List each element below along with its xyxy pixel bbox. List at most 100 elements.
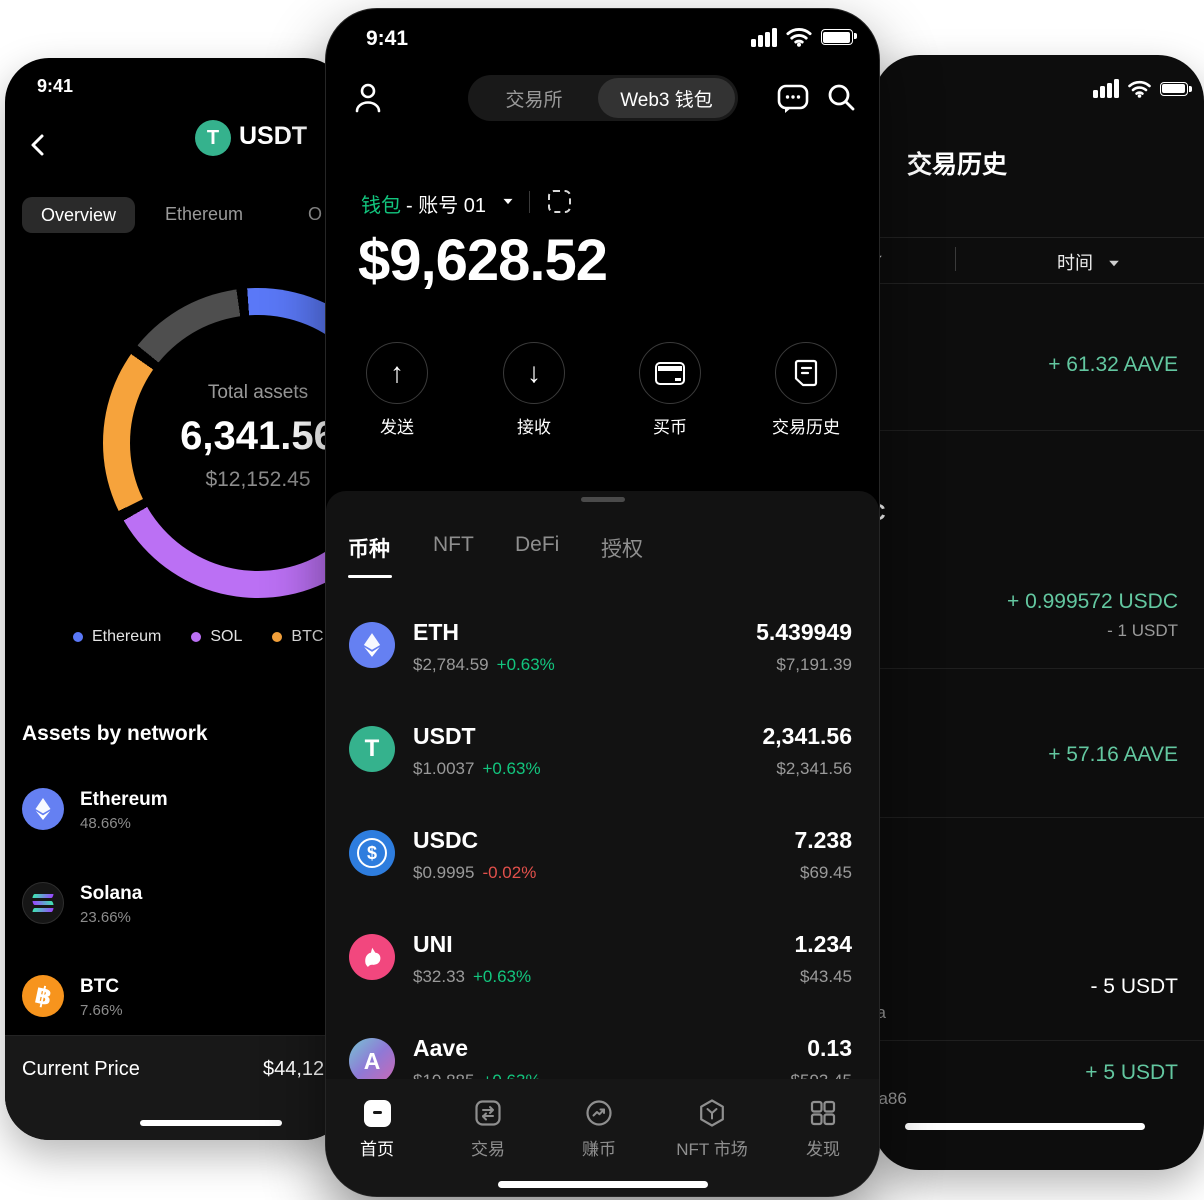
token-amount: 2,341.56 (762, 723, 852, 749)
token-value: $69.45 (800, 863, 852, 882)
nav-label: 发现 (806, 1140, 840, 1159)
tab-nft[interactable]: NFT (433, 533, 474, 556)
wifi-icon (785, 27, 812, 47)
tab-approvals[interactable]: 授权 (601, 538, 643, 561)
search-button[interactable] (825, 81, 857, 113)
token-row-eth[interactable]: ETH $2,784.59 +0.63% 5.439949 $7,191.39 (326, 609, 879, 713)
tab-coins[interactable]: 币种 (348, 538, 390, 561)
profile-button[interactable] (352, 81, 384, 115)
network-percent: 7.66% (80, 1002, 123, 1019)
signal-icon (751, 27, 777, 47)
token-change: -0.02% (482, 863, 537, 882)
divider (873, 817, 1204, 818)
current-price-value: $44,12 (263, 1058, 325, 1080)
current-price-label: Current Price (22, 1058, 140, 1080)
token-change: +0.63% (496, 655, 555, 674)
aave-icon: A (349, 1038, 395, 1084)
asset-allocation-donut-chart: Total assets 6,341.56 $12,152.45 (103, 288, 348, 598)
network-row-ethereum[interactable]: Ethereum 48.66% (22, 788, 322, 834)
token-amount: 1.234 (794, 931, 852, 957)
tab-defi[interactable]: DeFi (515, 533, 560, 556)
token-amount: 0.13 (807, 1035, 852, 1061)
token-symbol: Aave (413, 1035, 468, 1061)
home-icon (363, 1099, 391, 1127)
back-button[interactable] (27, 132, 51, 158)
active-tab-underline (348, 575, 392, 578)
nav-label: 交易 (471, 1140, 505, 1159)
chat-icon (776, 83, 810, 115)
user-icon (352, 81, 384, 115)
segmented-control: 交易所 Web3 钱包 (468, 75, 738, 121)
bitcoin-icon: ฿ (22, 975, 64, 1017)
token-value: $7,191.39 (776, 655, 852, 674)
usd-coin-icon: $ (349, 830, 395, 876)
nav-label: NFT 市场 (676, 1140, 748, 1159)
phone-right-transaction-history: 交易历史 时间 0 + 61.32 AAVE C + 0.999572 USDC… (873, 55, 1204, 1170)
legend-dot-orange (272, 632, 283, 642)
donut-ring (103, 288, 348, 598)
receive-button[interactable]: ↓ 接收 (473, 342, 595, 438)
divider (873, 430, 1204, 431)
network-row-btc[interactable]: ฿ BTC 7.66% (22, 975, 322, 1021)
ethereum-icon (22, 788, 64, 830)
time-filter-button[interactable]: 时间 (1057, 249, 1120, 275)
divider (873, 283, 1204, 284)
transaction-history-button[interactable]: 交易历史 (745, 342, 867, 438)
drag-handle[interactable] (580, 497, 625, 502)
network-name: Ethereum (80, 789, 168, 810)
action-label: 交易历史 (772, 418, 840, 437)
truncated-address-fragment: ba86 (873, 1089, 907, 1108)
account-selector[interactable]: - 账号 01 (406, 195, 487, 217)
transaction-amount: + 0.999572 USDC (1006, 590, 1178, 613)
nav-trade[interactable]: 交易 (440, 1097, 536, 1160)
ethereum-icon (349, 622, 395, 668)
status-icons (751, 27, 857, 47)
status-time: 9:41 (37, 76, 74, 96)
network-percent: 23.66% (80, 909, 131, 926)
token-symbol: UNI (413, 931, 453, 957)
arrow-down-icon: ↓ (527, 357, 541, 388)
signal-icon (1093, 79, 1119, 98)
token-row-usdc[interactable]: $ USDC $0.9995 -0.02% 7.238 $69.45 (326, 817, 879, 921)
donut-center-label: Total assets (207, 382, 309, 403)
divider (873, 668, 1204, 669)
divider (873, 237, 1204, 238)
segment-web3-wallet[interactable]: Web3 钱包 (598, 78, 735, 118)
chat-button[interactable] (776, 83, 810, 115)
legend-item-ethereum: Ethereum (73, 628, 161, 646)
token-price-line: $2,784.59 +0.63% (413, 655, 555, 675)
arrow-up-icon: ↑ (390, 357, 404, 388)
segment-exchange[interactable]: 交易所 (505, 89, 563, 111)
page-title: USDT (239, 122, 308, 150)
token-value: $2,341.56 (776, 759, 852, 778)
home-indicator (140, 1120, 282, 1126)
tab-overview[interactable]: Overview (22, 197, 135, 233)
nav-nft-market[interactable]: NFT 市场 (664, 1097, 760, 1160)
token-row-usdt[interactable]: T USDT $1.0037 +0.63% 2,341.56 $2,341.56 (326, 713, 879, 817)
tab-optimism-truncated[interactable]: O (308, 204, 323, 224)
section-title-assets-by-network: Assets by network (22, 722, 208, 745)
transaction-sub-amount: - 1 USDT (1107, 621, 1178, 640)
legend-dot-blue (73, 632, 83, 642)
nav-home[interactable]: 首页 (329, 1097, 425, 1160)
network-row-solana[interactable]: Solana 23.66% (22, 882, 322, 928)
token-symbol: ETH (413, 619, 459, 645)
token-price-line: $0.9995 -0.02% (413, 863, 536, 883)
trade-arrows-icon (474, 1099, 502, 1127)
token-value: $43.45 (800, 967, 852, 986)
nav-earn[interactable]: 赚币 (551, 1097, 647, 1160)
send-button[interactable]: ↑ 发送 (336, 342, 458, 438)
nav-discover[interactable]: 发现 (775, 1097, 871, 1160)
scan-qr-icon[interactable] (548, 190, 571, 213)
nav-label: 首页 (360, 1140, 394, 1159)
legend-item-btc: BTC (272, 628, 323, 646)
assets-bottom-sheet: 币种 NFT DeFi 授权 ETH $2,784.59 +0.63% 5.439… (326, 491, 879, 1196)
nav-label: 赚币 (582, 1140, 616, 1159)
tab-ethereum[interactable]: Ethereum (165, 204, 244, 224)
token-row-uni[interactable]: UNI $32.33 +0.63% 1.234 $43.45 (326, 921, 879, 1025)
action-label: 买币 (653, 418, 687, 437)
buy-crypto-button[interactable]: 买币 (609, 342, 731, 438)
chevron-down-icon[interactable] (503, 198, 513, 205)
legend-dot-purple (191, 632, 202, 642)
legend-label: Ethereum (92, 628, 162, 645)
